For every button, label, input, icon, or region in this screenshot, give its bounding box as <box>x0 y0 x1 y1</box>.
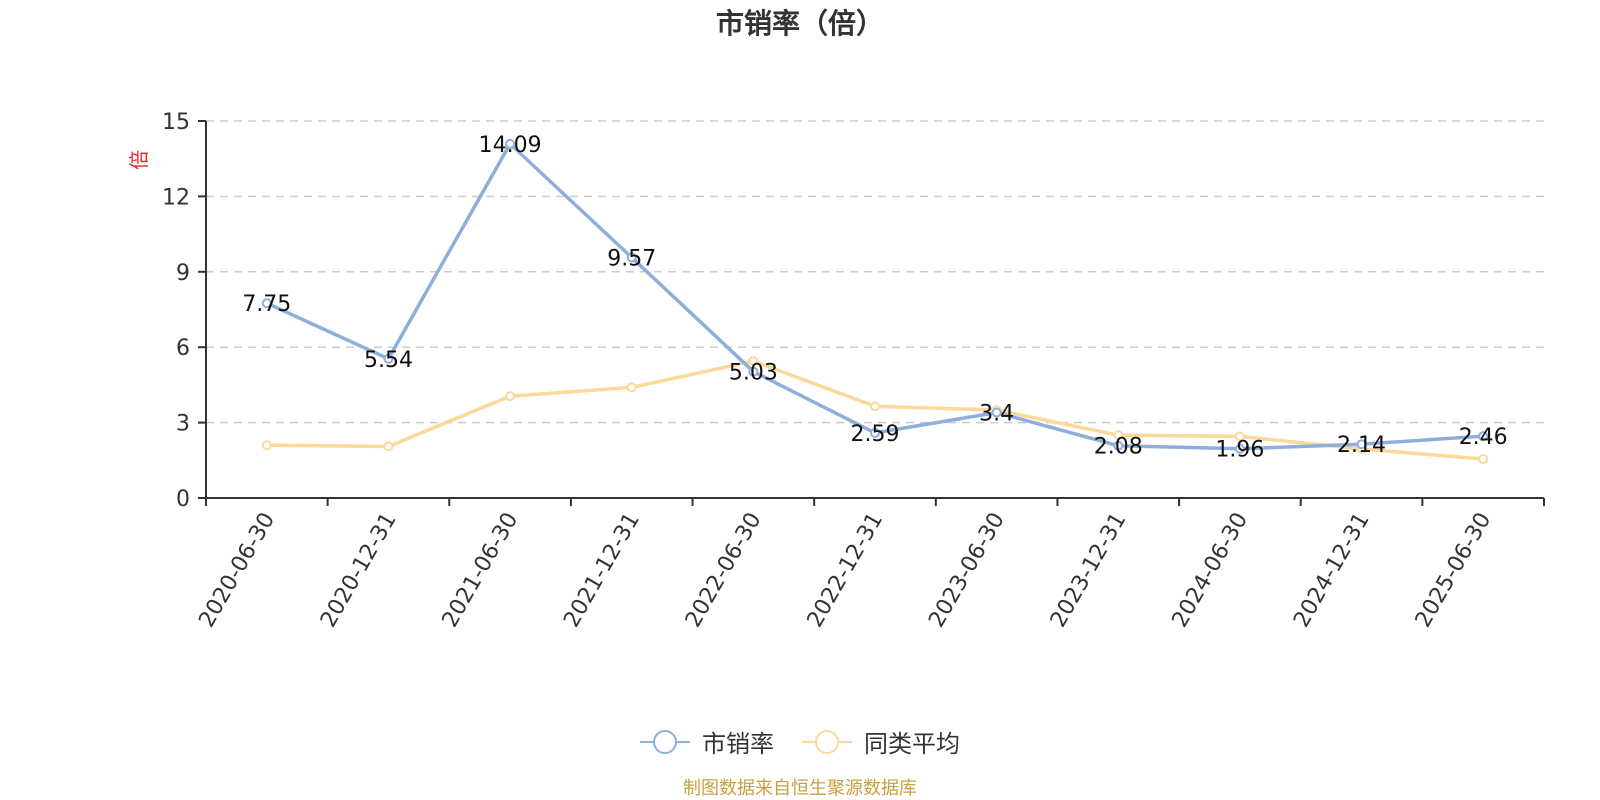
data-point[interactable] <box>1234 443 1245 454</box>
data-label: 9.57 <box>607 246 656 271</box>
data-point[interactable] <box>261 440 272 451</box>
data-point[interactable] <box>505 138 516 149</box>
chart-title: 市销率（倍） <box>715 7 884 40</box>
data-point[interactable] <box>991 407 1002 418</box>
data-point[interactable] <box>1234 431 1245 442</box>
data-point[interactable] <box>1113 440 1124 451</box>
x-tick-label: 2025-06-30 <box>1411 509 1497 632</box>
data-point[interactable] <box>505 391 516 402</box>
data-label: 2.14 <box>1337 433 1386 458</box>
series <box>261 138 1489 465</box>
y-tick-label: 0 <box>176 487 190 512</box>
data-label: 2.08 <box>1094 435 1143 460</box>
y-tick-label: 9 <box>176 261 190 286</box>
data-point[interactable] <box>1356 439 1367 450</box>
x-tick-label: 2024-06-30 <box>1168 509 1254 632</box>
y-tick-label: 6 <box>176 336 190 361</box>
data-point[interactable] <box>748 366 759 377</box>
data-label: 5.03 <box>729 361 778 386</box>
legend-marker-icon <box>802 729 852 754</box>
data-point[interactable] <box>1478 431 1489 442</box>
data-labels: 7.75 5.54 14.09 9.57 5.03 2.59 3.4 2.08 1.96 2.14… <box>242 133 1507 463</box>
data-point[interactable] <box>383 353 394 364</box>
data-point[interactable] <box>383 441 394 452</box>
y-tick-label: 3 <box>176 412 190 437</box>
data-point[interactable] <box>1478 454 1489 465</box>
x-tick-label: 2021-06-30 <box>438 509 524 632</box>
data-point[interactable] <box>748 356 759 367</box>
legend-item-series-1[interactable]: 同类平均 <box>802 724 960 759</box>
x-tick-label: 2023-06-30 <box>924 509 1010 632</box>
y-tick-label: 12 <box>162 185 190 210</box>
data-label: 14.09 <box>479 133 542 158</box>
data-label: 1.96 <box>1215 438 1264 463</box>
data-point[interactable] <box>626 382 637 393</box>
data-label: 7.75 <box>242 292 291 317</box>
axes: 0 3 6 9 12 15 2020-06-30 2020-12-31 2021-06-30 20… <box>127 110 1545 632</box>
data-point[interactable] <box>1113 430 1124 441</box>
x-tick-label: 2020-06-30 <box>194 509 280 632</box>
x-tick-label: 2020-12-31 <box>316 509 402 632</box>
data-label: 3.4 <box>979 402 1014 427</box>
data-label: 5.54 <box>364 348 413 373</box>
x-tick-label: 2022-12-31 <box>803 509 889 632</box>
data-label: 2.46 <box>1459 425 1508 450</box>
data-label: 2.59 <box>851 422 900 447</box>
y-axis-title: 倍 <box>127 150 151 170</box>
x-tick-label: 2023-12-31 <box>1046 509 1132 632</box>
x-tick-label: 2024-12-31 <box>1289 509 1375 632</box>
y-tick-label: 15 <box>162 110 190 135</box>
source-note: 制图数据来自恒生聚源数据库 <box>683 778 917 799</box>
legend: 市销率 同类平均 <box>0 724 1600 759</box>
legend-marker-icon <box>640 729 690 754</box>
data-point[interactable] <box>626 252 637 263</box>
legend-label: 市销率 <box>702 730 774 758</box>
data-point[interactable] <box>261 298 272 309</box>
x-tick-label: 2022-06-30 <box>681 509 767 632</box>
gridlines <box>206 120 1544 424</box>
data-point[interactable] <box>870 401 880 412</box>
x-tick-label: 2021-12-31 <box>559 509 645 632</box>
legend-item-series-0[interactable]: 市销率 <box>640 724 774 759</box>
data-point[interactable] <box>870 427 880 438</box>
legend-label: 同类平均 <box>864 730 960 758</box>
